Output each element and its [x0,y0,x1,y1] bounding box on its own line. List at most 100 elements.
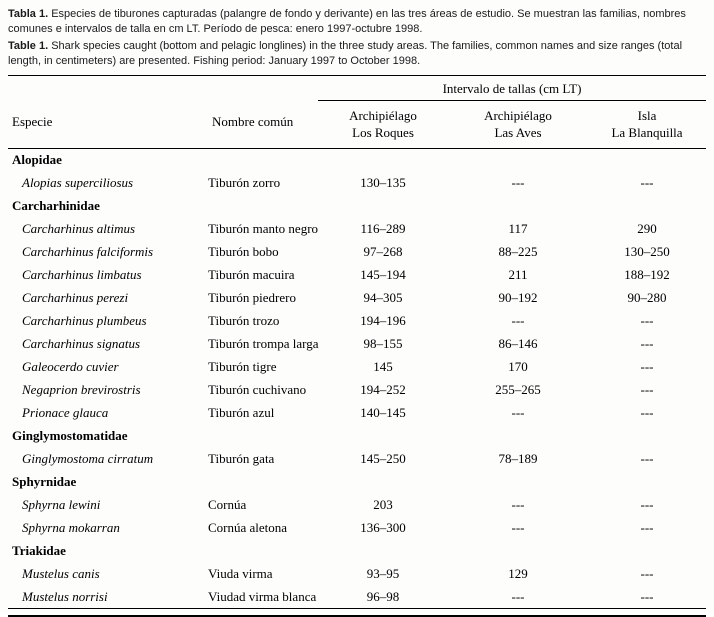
size-range: 136–300 [360,520,406,536]
size-range: 90–280 [627,290,667,306]
species-row: Alopias superciliosus Tiburón zorro 130–13… [8,172,706,195]
size-range: 116–289 [360,221,406,237]
species-table: Intervalo de tallas (cm LT) Especie Nomb… [8,75,707,610]
species-name: Sphyrna mokarran [22,520,120,536]
common-name: Tiburón bobo [208,244,279,260]
size-range: 203 [373,497,393,513]
size-range: 97–268 [363,244,403,260]
size-range: 194–196 [360,313,406,329]
family-name: Ginglymostomatidae [12,428,128,444]
header-area-los-roques: Archipiélago Los Roques [318,100,448,150]
size-range: 94–305 [363,290,403,306]
header-area-las-aves-line1: Archipiélago [484,107,552,123]
family-name: Carcharhinidae [12,198,100,214]
caption-spanish-label: Tabla 1. [8,8,49,20]
size-range: 117 [508,221,528,237]
family-row: Triakidae [8,540,706,563]
size-range: --- [640,336,654,352]
table-body: Alopidae Alopias superciliosus Tiburón zor… [8,149,707,610]
size-range: --- [640,566,654,582]
size-range: --- [640,520,654,536]
species-name: Carcharhinus altimus [22,221,136,237]
header-especie: Especie [8,100,208,150]
species-name: Carcharhinus limbatus [22,267,142,283]
species-row: Carcharhinus falciformis Tiburón bobo 97–2… [8,241,706,264]
size-range: --- [511,175,525,191]
size-range: 145–250 [360,451,406,467]
species-name: Alopias superciliosus [22,175,134,191]
size-range: --- [640,382,654,398]
header-nombre-comun: Nombre común [208,100,318,150]
species-row: Sphyrna mokarran Cornúa aletona 136–300 ---… [8,517,706,540]
species-row: Carcharhinus signatus Tiburón trompa larg… [8,333,706,356]
size-interval-header: Intervalo de tallas (cm LT) [318,75,707,102]
size-range: --- [640,359,654,375]
size-range: --- [511,405,525,421]
common-name: Cornúa aletona [208,520,288,536]
header-area-las-aves-line2: Las Aves [494,125,542,141]
species-name: Galeocerdo cuvier [22,359,119,375]
size-range: 78–189 [498,451,538,467]
size-range: 129 [508,566,528,582]
species-name: Carcharhinus perezi [22,290,129,306]
caption-english-text: Shark species caught (bottom and pelagic… [8,40,683,67]
size-range: 88–225 [498,244,538,260]
span-header-spacer [8,76,318,101]
species-row: Carcharhinus perezi Tiburón piedrero 94–30… [8,287,706,310]
species-row: Sphyrna lewini Cornúa 203 --- --- [8,494,706,517]
common-name: Viudad virma blanca [208,585,318,610]
common-name: Tiburón tigre [208,359,277,375]
size-range: 290 [637,221,657,237]
species-row: Ginglymostoma cirratum Tiburón gata 145–25… [8,448,706,471]
species-name: Carcharhinus falciformis [22,244,154,260]
caption-english: Table 1. Shark species caught (bottom an… [8,39,706,68]
species-row: Carcharhinus plumbeus Tiburón trozo 194–19… [8,310,706,333]
species-name: Mustelus canis [22,566,100,582]
column-header-row: Especie Nombre común Archipiélago Los Ro… [8,100,707,150]
header-area-los-roques-line2: Los Roques [352,125,414,141]
size-range: --- [588,585,707,610]
size-range: 130–250 [624,244,670,260]
common-name: Cornúa [208,497,247,513]
species-row: Prionace glauca Tiburón azul 140–145 --- --- [8,402,706,425]
caption-spanish: Tabla 1. Especies de tiburones capturada… [8,7,706,36]
size-range: 90–192 [498,290,538,306]
header-area-los-roques-line1: Archipiélago [349,107,417,123]
family-name: Sphyrnidae [12,474,77,490]
species-row: Mustelus norrisi Viudad virma blanca 96–98… [8,585,707,610]
species-name: Carcharhinus plumbeus [22,313,147,329]
header-area-las-aves: Archipiélago Las Aves [448,100,588,150]
common-name: Tiburón manto negro [208,221,319,237]
size-range: 140–145 [360,405,406,421]
size-range: 145–194 [360,267,406,283]
family-row: Alopidae [8,149,706,172]
species-name: Sphyrna lewini [22,497,101,513]
species-row: Mustelus canis Viuda virma 93–95 129 --- [8,563,706,586]
header-area-la-blanquilla-line2: La Blanquilla [611,125,683,141]
species-row: Negaprion brevirostris Tiburón cuchivano 1… [8,379,706,402]
common-name: Tiburón macuira [208,267,295,283]
species-row: Carcharhinus limbatus Tiburón macuira 145–… [8,264,706,287]
family-row: Carcharhinidae [8,195,706,218]
table-header: Intervalo de tallas (cm LT) Especie Nomb… [8,75,707,150]
size-range: --- [640,497,654,513]
size-range: --- [640,175,654,191]
species-name: Carcharhinus signatus [22,336,141,352]
size-range: 130–135 [360,175,406,191]
size-range: --- [511,497,525,513]
common-name: Tiburón gata [208,451,275,467]
size-range: 98–155 [363,336,403,352]
species-row: Galeocerdo cuvier Tiburón tigre 145 170 --- [8,356,706,379]
caption-english-label: Table 1. [8,40,49,53]
family-name: Alopidae [12,152,62,168]
family-row: Ginglymostomatidae [8,425,706,448]
common-name: Viuda virma [208,566,273,582]
species-name: Mustelus norrisi [8,585,208,610]
common-name: Tiburón piedrero [208,290,296,306]
span-header-row: Intervalo de tallas (cm LT) [8,75,707,102]
common-name: Tiburón zorro [208,175,281,191]
caption-spanish-text: Especies de tiburones capturadas (palang… [8,8,686,35]
header-area-la-blanquilla: Isla La Blanquilla [588,100,707,150]
common-name: Tiburón trompa larga [208,336,319,352]
